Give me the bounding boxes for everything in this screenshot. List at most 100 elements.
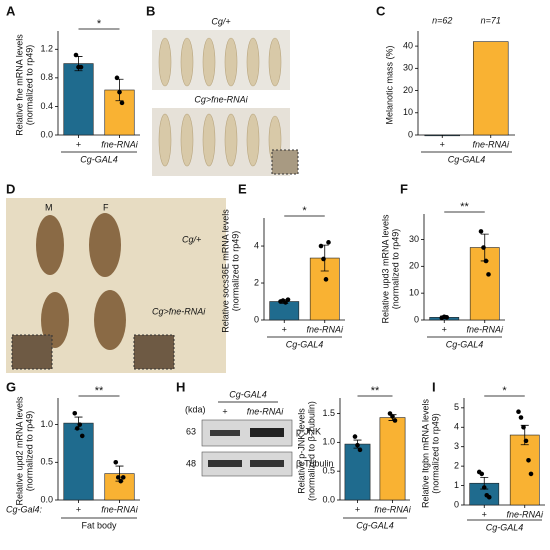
x-tick-label: + bbox=[76, 139, 81, 149]
row-label: Cg-Gal4: bbox=[6, 504, 43, 514]
y-tick-label: 1.0 bbox=[40, 419, 53, 429]
blot-label: p-JNK bbox=[296, 426, 321, 436]
x-tick-label: fne-RNAi bbox=[101, 139, 139, 149]
y-tick-label: 0 bbox=[408, 129, 413, 139]
blot-label: β-Tubulin bbox=[296, 458, 333, 468]
y-tick-label: 1 bbox=[454, 480, 459, 490]
y-axis-label: (normalized to rp49) bbox=[24, 411, 34, 492]
data-point bbox=[73, 52, 79, 58]
data-point bbox=[483, 258, 489, 264]
x-tick-label: + bbox=[282, 324, 287, 334]
data-point bbox=[518, 415, 524, 420]
y-tick-label: 0.4 bbox=[40, 101, 53, 111]
x-tick-label: + bbox=[76, 504, 81, 514]
larvae-photo bbox=[152, 30, 290, 90]
data-point bbox=[486, 494, 492, 500]
y-tick-label: 40 bbox=[403, 40, 413, 50]
y-tick-label: 0.5 bbox=[322, 466, 335, 476]
significance: ** bbox=[371, 385, 380, 397]
y-axis-label: Melanotic mass (%) bbox=[384, 45, 394, 124]
panel-letter: F bbox=[400, 181, 408, 196]
x-tick-label: fne-RNAi bbox=[472, 139, 510, 149]
data-point bbox=[528, 471, 534, 477]
data-point bbox=[72, 411, 78, 416]
data-point bbox=[113, 460, 119, 465]
bar bbox=[509, 434, 540, 506]
inset bbox=[11, 334, 53, 370]
y-tick-label: 30 bbox=[403, 63, 413, 73]
photo-label: F bbox=[103, 202, 109, 212]
y-tick-label: 20 bbox=[403, 85, 413, 95]
y-tick-label: 3 bbox=[454, 441, 459, 451]
significance: * bbox=[302, 205, 307, 217]
panel-letter: G bbox=[6, 379, 16, 394]
data-point bbox=[486, 272, 491, 277]
y-tick-label: 30 bbox=[409, 234, 419, 244]
y-tick-label: 0.0 bbox=[322, 494, 335, 504]
photo-label: Cg/+ bbox=[182, 234, 201, 244]
data-point bbox=[390, 414, 395, 419]
data-point bbox=[355, 442, 360, 448]
y-axis-label: (normalized to β-Tubulin) bbox=[306, 401, 316, 501]
y-tick-label: 5 bbox=[454, 402, 459, 412]
bar bbox=[472, 41, 509, 136]
bar bbox=[379, 417, 406, 501]
panel-letter: I bbox=[432, 379, 436, 394]
data-point bbox=[357, 447, 363, 453]
significance: * bbox=[97, 18, 102, 30]
y-tick-label: 0.0 bbox=[40, 494, 53, 504]
larvae-photo bbox=[152, 108, 290, 176]
data-point bbox=[118, 478, 124, 484]
data-point bbox=[444, 315, 450, 320]
x-tick-label: fne-RNAi bbox=[374, 504, 412, 514]
panel-letter: B bbox=[146, 3, 155, 18]
panel-letter: E bbox=[238, 181, 247, 196]
data-point bbox=[77, 422, 83, 427]
x-tick-label: fne-RNAi bbox=[506, 509, 544, 519]
x-tick-label: + bbox=[442, 324, 447, 334]
data-point bbox=[323, 277, 329, 282]
photo-label: M bbox=[45, 202, 53, 212]
blot-label: + bbox=[222, 406, 227, 416]
data-point bbox=[120, 475, 126, 480]
y-tick-label: 1.0 bbox=[322, 437, 335, 447]
y-tick-label: 4 bbox=[454, 422, 459, 432]
group-label: Cg-GAL4 bbox=[286, 339, 324, 349]
significance: ** bbox=[95, 385, 104, 397]
data-point bbox=[119, 100, 125, 106]
y-tick-label: 10 bbox=[409, 288, 419, 298]
panel-letter: A bbox=[6, 3, 16, 18]
inset bbox=[133, 334, 175, 370]
blot-label: (kda) bbox=[185, 404, 206, 414]
y-tick-label: 10 bbox=[403, 107, 413, 117]
n-label: n=62 bbox=[432, 15, 452, 25]
data-point bbox=[523, 438, 529, 444]
y-axis-label: Relative upd2 mRNA levels bbox=[14, 396, 24, 506]
data-point bbox=[321, 256, 326, 262]
bar bbox=[344, 443, 371, 501]
data-point bbox=[114, 75, 120, 81]
y-axis-label: Relative socs36E mRNA levels bbox=[220, 209, 230, 333]
x-tick-label: fne-RNAi bbox=[101, 504, 139, 514]
y-axis-label: Relative upd3 mRNA levels bbox=[380, 214, 390, 324]
y-tick-label: 0.8 bbox=[40, 72, 53, 82]
y-tick-label: 1.2 bbox=[40, 44, 53, 54]
data-point bbox=[521, 424, 526, 430]
x-tick-label: fne-RNAi bbox=[306, 324, 344, 334]
group-label: Cg-GAL4 bbox=[448, 154, 486, 164]
y-axis-label: (normalized to rp49) bbox=[390, 229, 400, 310]
y-tick-label: 0 bbox=[414, 314, 419, 324]
x-tick-label: + bbox=[482, 509, 487, 519]
y-tick-label: 1.5 bbox=[322, 408, 335, 418]
group-label: Fat body bbox=[81, 520, 117, 530]
x-tick-label: + bbox=[355, 504, 360, 514]
data-point bbox=[285, 297, 291, 302]
data-point bbox=[318, 243, 324, 249]
y-axis-label: Relative p-JNK levels bbox=[296, 408, 306, 494]
group-label: Cg-GAL4 bbox=[446, 339, 484, 349]
photo-label: Cg>fne-RNAi bbox=[194, 94, 248, 104]
y-axis-label: Relative fne mRNA levels bbox=[14, 34, 24, 136]
blot-label: Cg-GAL4 bbox=[229, 389, 267, 399]
y-axis-label: (normalized to rp49) bbox=[430, 413, 440, 494]
band bbox=[250, 428, 284, 437]
